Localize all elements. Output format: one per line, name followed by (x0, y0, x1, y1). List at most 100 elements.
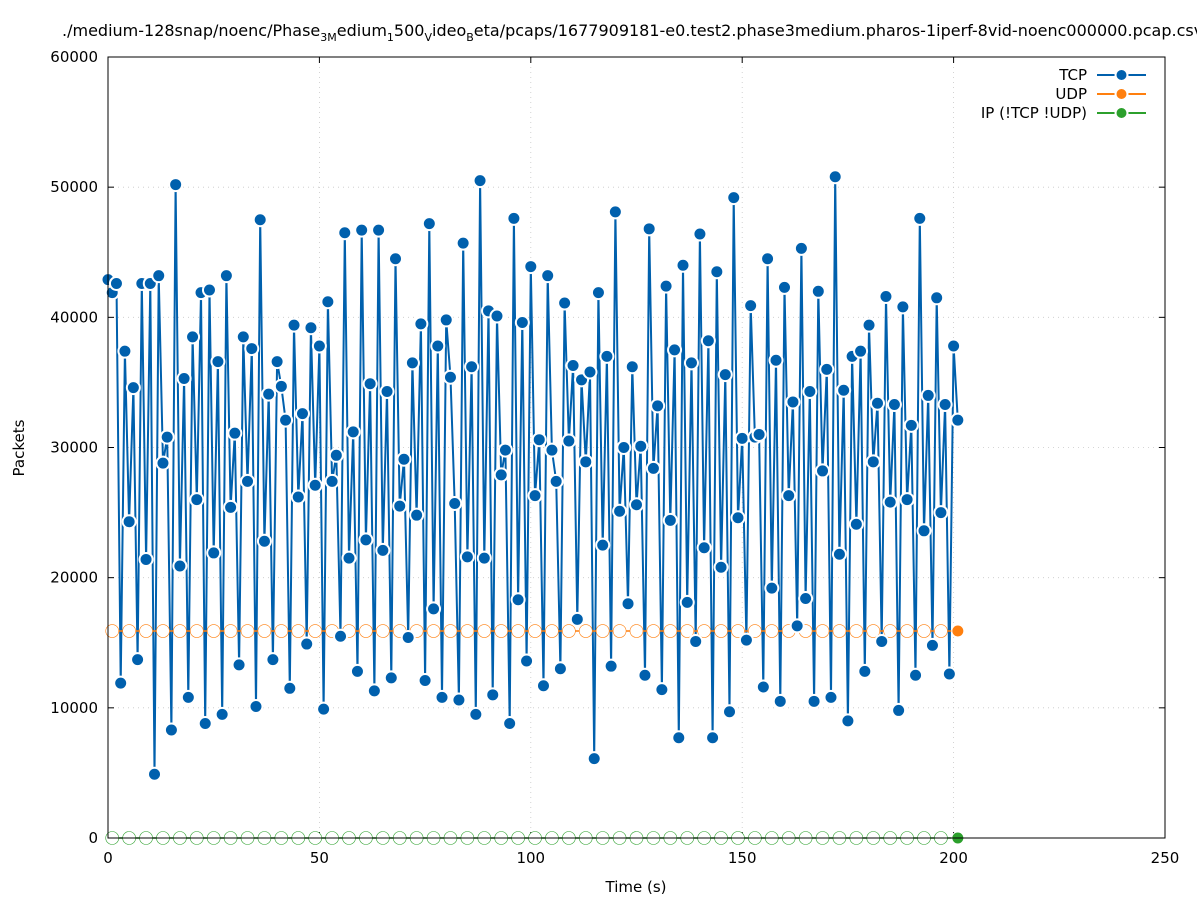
tcp-point (108, 275, 124, 291)
legend-label: IP (!TCP !UDP) (981, 104, 1087, 122)
tcp-point (333, 628, 349, 644)
tcp-point (831, 546, 847, 562)
tcp-point (438, 312, 454, 328)
tcp-point (916, 523, 932, 539)
tcp-point (299, 636, 315, 652)
udp-point (105, 624, 120, 638)
tcp-point (159, 429, 175, 445)
tcp-point (180, 689, 196, 705)
tcp-point (155, 455, 171, 471)
tcp-point (404, 355, 420, 371)
tcp-point (776, 279, 792, 295)
tcp-point (502, 715, 518, 731)
tcp-point (658, 278, 674, 294)
udp-point (173, 624, 187, 638)
legend-marker (1114, 106, 1129, 120)
udp-point (460, 624, 475, 638)
tcp-point (544, 442, 560, 458)
tcp-point (874, 633, 890, 649)
tcp-point (717, 367, 733, 383)
tcp-point (848, 516, 864, 532)
tcp-point (730, 510, 746, 526)
tcp-point (793, 240, 809, 256)
tcp-point (430, 338, 446, 354)
tcp-point (662, 512, 678, 528)
tcp-point (946, 338, 962, 354)
tcp-point (612, 503, 628, 519)
udp-point (511, 624, 525, 638)
y-tick-label: 40000 (50, 308, 98, 326)
tcp-point (147, 766, 163, 782)
udp-point (697, 624, 711, 638)
tcp-point (540, 268, 556, 284)
udp-point (274, 624, 289, 638)
tcp-point (692, 226, 708, 242)
tcp-point (861, 317, 877, 333)
udp-point (951, 624, 965, 638)
tcp-point (650, 398, 666, 414)
udp-point (223, 624, 238, 638)
tcp-point (683, 355, 699, 371)
tcp-point (641, 221, 657, 237)
axis-ticks: 0 50 100 150 200 250 0 10000 20000 30000 40000 5000… (50, 48, 1179, 867)
udp-point (646, 624, 661, 638)
udp-point (917, 624, 931, 638)
tcp-point (210, 354, 226, 370)
tcp-point (371, 222, 387, 238)
tcp-point (840, 713, 856, 729)
tcp-point (624, 359, 640, 375)
tcp-point (595, 537, 611, 553)
tcp-point (125, 380, 141, 396)
udp-point (494, 624, 509, 638)
tcp-point (151, 268, 167, 284)
tcp-point (514, 315, 530, 331)
udp-point (562, 624, 576, 638)
tcp-point (903, 417, 919, 433)
x-tick-label: 200 (939, 849, 968, 867)
udp-point (578, 624, 593, 638)
tcp-point (417, 672, 433, 688)
tcp-point (362, 376, 378, 392)
tcp-point (734, 430, 750, 446)
tcp-point (413, 316, 429, 332)
tcp-point (366, 683, 382, 699)
tcp-point (713, 559, 729, 575)
tcp-point (895, 299, 911, 315)
udp-point (663, 624, 678, 638)
tcp-point (629, 497, 644, 513)
tcp-point (891, 702, 907, 718)
tcp-point (675, 257, 691, 273)
x-tick-label: 100 (516, 849, 545, 867)
tcp-point (320, 294, 336, 310)
tcp-point (637, 667, 653, 683)
tcp-point (409, 507, 425, 523)
tcp-point (354, 222, 370, 238)
tcp-point (696, 540, 712, 556)
tcp-point (755, 679, 771, 695)
tcp-point (214, 706, 230, 722)
tcp-point (434, 689, 450, 705)
tcp-point (924, 637, 940, 653)
udp-point (206, 624, 221, 638)
tcp-point (341, 550, 357, 566)
tcp-point (789, 618, 805, 634)
tcp-point (506, 210, 522, 226)
tcp-point (772, 693, 788, 709)
tcp-point (586, 751, 602, 767)
tcp-point (557, 295, 573, 311)
tcp-point (451, 692, 467, 708)
udp-point (849, 624, 864, 638)
tcp-point (349, 663, 365, 679)
y-tick-label: 30000 (50, 439, 98, 457)
udp-point (815, 624, 830, 638)
udp-point (748, 624, 762, 638)
y-tick-label: 50000 (50, 178, 98, 196)
tcp-point (806, 693, 822, 709)
x-tick-label: 150 (728, 849, 757, 867)
tcp-point (168, 177, 184, 193)
udp-point (528, 624, 542, 638)
tcp-point (853, 343, 869, 359)
tcp-point (738, 632, 754, 648)
tcp-point (802, 384, 818, 400)
tcp-point (941, 666, 957, 682)
